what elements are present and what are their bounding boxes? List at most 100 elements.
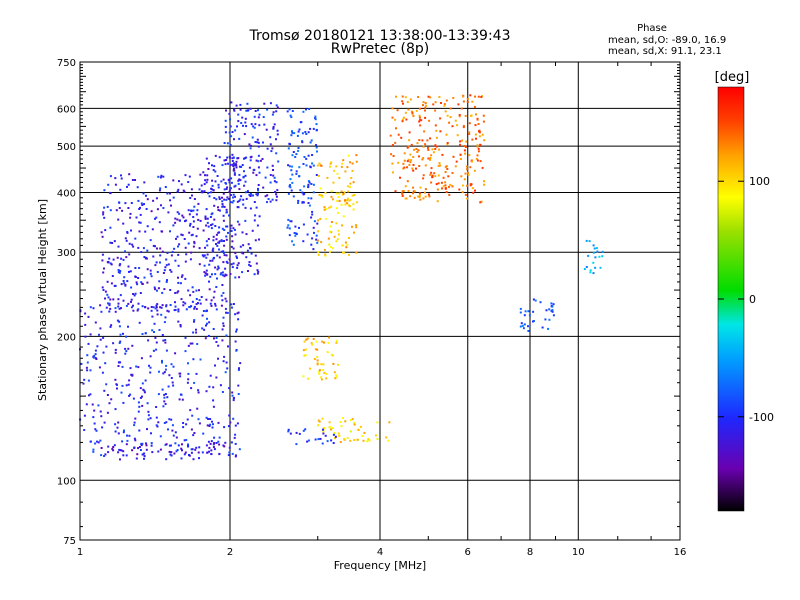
echo-point — [211, 420, 213, 423]
echo-point — [164, 339, 167, 341]
echo-point — [225, 182, 227, 185]
echo-point — [234, 313, 237, 316]
echo-point — [323, 208, 326, 211]
echo-point — [311, 154, 314, 156]
echo-point — [135, 457, 138, 460]
echo-point — [140, 281, 143, 284]
echo-point — [182, 216, 185, 219]
echo-point — [214, 302, 217, 305]
echo-point — [221, 205, 224, 208]
echo-point — [191, 194, 193, 197]
echo-point — [275, 199, 278, 202]
echo-point — [251, 229, 254, 232]
echo-point — [524, 310, 527, 313]
echo-point — [229, 421, 232, 424]
echo-point — [321, 340, 324, 343]
echo-point — [221, 391, 224, 393]
echo-point — [192, 209, 195, 212]
echo-point — [409, 153, 412, 156]
echo-point — [301, 132, 304, 135]
echo-point — [123, 276, 126, 279]
echo-point — [206, 174, 209, 177]
echo-point — [401, 195, 404, 197]
echo-point — [465, 140, 468, 143]
echo-point — [277, 160, 280, 163]
echo-point — [424, 102, 427, 105]
echo-point — [140, 202, 143, 205]
echo-point — [238, 223, 241, 226]
echo-point — [212, 405, 215, 408]
echo-point — [217, 344, 220, 347]
echo-point — [406, 180, 409, 183]
echo-point — [160, 204, 162, 207]
echo-point — [254, 214, 257, 217]
echo-point — [585, 239, 588, 242]
echo-point — [207, 225, 210, 228]
echo-point — [225, 235, 228, 238]
echo-point — [337, 196, 340, 198]
echo-point — [149, 417, 152, 420]
echo-point — [204, 246, 206, 249]
echo-point — [209, 216, 212, 218]
echo-point — [124, 347, 127, 350]
echo-point — [190, 188, 193, 191]
echo-point — [167, 211, 170, 214]
echo-point — [129, 393, 132, 396]
echo-point — [122, 280, 125, 282]
echo-point — [289, 184, 291, 187]
echo-point — [320, 241, 323, 244]
echo-point — [190, 451, 193, 454]
echo-point — [337, 363, 340, 366]
echo-point — [254, 141, 257, 143]
echo-point — [192, 434, 195, 437]
echo-point — [223, 254, 226, 257]
echo-point — [443, 104, 446, 107]
echo-point — [419, 124, 422, 127]
echo-point — [257, 145, 260, 148]
echo-point — [192, 216, 195, 218]
echo-point — [165, 349, 168, 352]
echo-point — [254, 239, 257, 242]
echo-point — [459, 143, 461, 146]
echo-point — [292, 151, 295, 153]
echo-point — [118, 448, 121, 451]
echo-point — [430, 154, 433, 157]
echo-point — [152, 244, 155, 247]
echo-point — [226, 261, 229, 264]
echo-point — [198, 247, 201, 250]
echo-point — [461, 139, 464, 142]
echo-point — [144, 230, 147, 233]
echo-point — [304, 131, 307, 133]
echo-point — [446, 168, 449, 170]
echo-point — [356, 438, 359, 441]
echo-point — [227, 454, 230, 457]
echo-point — [217, 440, 220, 443]
echo-point — [154, 336, 157, 339]
echo-point — [204, 274, 207, 277]
echo-point — [225, 274, 228, 277]
echo-point — [210, 304, 213, 307]
echo-point — [225, 238, 228, 241]
echo-point — [160, 174, 163, 177]
echo-point — [297, 147, 300, 149]
echo-point — [119, 333, 122, 336]
echo-point — [227, 179, 230, 182]
echo-point — [150, 309, 153, 312]
echo-point — [233, 436, 236, 439]
echo-point — [406, 166, 408, 169]
echo-point — [215, 308, 218, 311]
echo-point — [315, 146, 318, 149]
echo-point — [311, 213, 314, 216]
echo-point — [419, 118, 422, 121]
echo-point — [174, 431, 177, 434]
echo-point — [233, 173, 236, 176]
echo-point — [314, 117, 317, 120]
echo-point — [177, 253, 180, 256]
echo-point — [332, 442, 335, 444]
echo-point — [413, 196, 416, 199]
echo-point — [397, 133, 400, 136]
echo-point — [432, 151, 435, 154]
echo-point — [429, 158, 432, 161]
echo-point — [452, 97, 455, 99]
